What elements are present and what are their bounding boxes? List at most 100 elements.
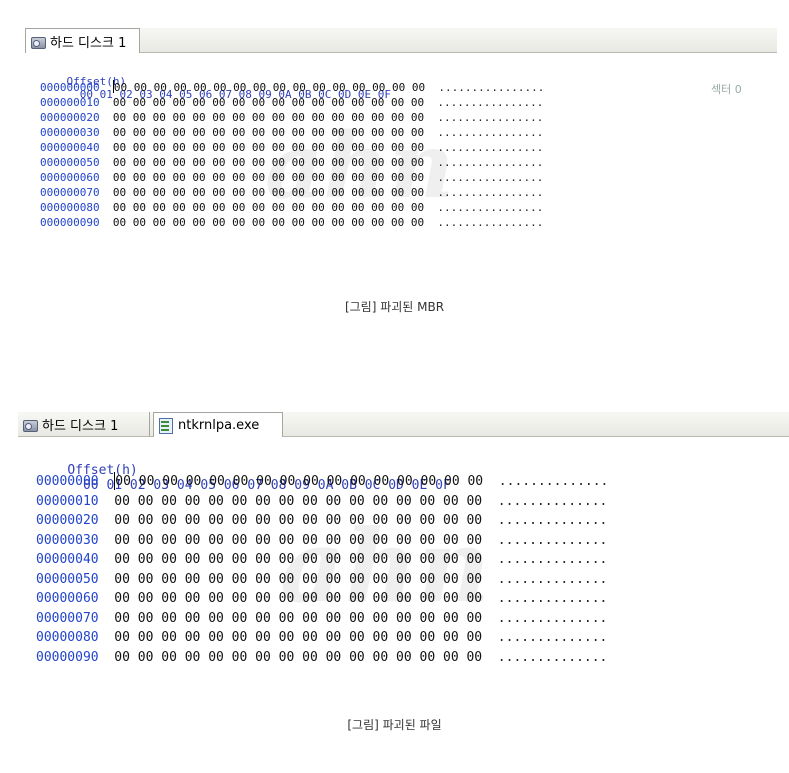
row-ascii[interactable]: .............. [497,649,608,665]
hex-row[interactable]: 000000070 00 00 00 00 00 00 00 00 00 00 … [40,185,543,200]
row-offset: 000000060 [40,171,100,184]
hex-row[interactable]: 000000020 00 00 00 00 00 00 00 00 00 00 … [40,110,543,125]
row-hex-bytes[interactable]: 00 00 00 00 00 00 00 00 00 00 00 00 00 0… [114,513,483,528]
row-ascii[interactable]: .............. [497,552,608,567]
hex-row[interactable]: 00000020 00 00 00 00 00 00 00 00 00 00 0… [36,511,607,531]
row-hex-bytes[interactable]: 00 00 00 00 00 00 00 00 00 00 00 00 00 0… [114,493,483,509]
row-hex-bytes[interactable]: 00 00 00 00 00 00 00 00 00 00 00 00 00 0… [113,81,426,94]
row-offset: 00000070 [36,610,99,626]
row-hex-bytes[interactable]: 00 00 00 00 00 00 00 00 00 00 00 00 00 0… [112,96,425,109]
tab-bar: 하드 디스크 1 [25,28,777,53]
row-offset: 00000000 [36,474,99,489]
row-ascii[interactable]: ................ [437,126,544,139]
row-ascii[interactable]: .............. [497,493,608,509]
row-offset: 00000030 [36,532,99,548]
tab-label: 하드 디스크 1 [42,418,119,434]
row-hex-bytes[interactable]: 00 00 00 00 00 00 00 00 00 00 00 00 00 0… [112,156,425,169]
row-hex-bytes[interactable]: 00 00 00 00 00 00 00 00 00 00 00 00 00 0… [114,610,483,626]
text-cursor [112,80,114,93]
row-offset: 00000020 [36,513,99,528]
hex-column-header: Offset(h) 00 01 02 03 04 05 06 07 08 09 … [36,448,451,508]
row-offset: 00000060 [36,591,99,606]
row-offset: 000000070 [40,186,100,199]
offset-header: Offset(h) [66,75,127,88]
row-ascii[interactable]: ................ [438,81,545,94]
row-hex-bytes[interactable]: 00 00 00 00 00 00 00 00 00 00 00 00 00 0… [114,552,483,567]
hex-row[interactable]: 000000000 00 00 00 00 00 00 00 00 00 00 … [40,80,544,95]
row-ascii[interactable]: .............. [497,630,608,645]
row-hex-bytes[interactable]: 00 00 00 00 00 00 00 00 00 00 00 00 00 0… [114,532,483,548]
row-hex-bytes[interactable]: 00 00 00 00 00 00 00 00 00 00 00 00 00 0… [112,141,425,154]
tab-label: ntkrnlpa.exe [178,417,260,433]
hex-row[interactable]: 000000090 00 00 00 00 00 00 00 00 00 00 … [40,215,543,230]
row-offset: 000000050 [40,156,100,169]
column-labels: 00 01 02 03 04 05 06 07 08 09 0A 0B 0C 0… [67,478,451,493]
tab-ntkrnlpa-exe[interactable]: ntkrnlpa.exe [153,412,283,437]
hex-row[interactable]: 00000050 00 00 00 00 00 00 00 00 00 00 0… [36,570,607,590]
row-ascii[interactable]: .............. [497,610,608,626]
row-offset: 000000080 [40,201,100,214]
row-hex-bytes[interactable]: 00 00 00 00 00 00 00 00 00 00 00 00 00 0… [112,126,425,139]
row-ascii[interactable]: ................ [437,96,544,109]
text-cursor [114,472,116,490]
row-ascii[interactable]: ................ [437,201,544,214]
row-ascii[interactable]: .............. [497,571,608,587]
tab-hard-disk-1[interactable]: 하드 디스크 1 [25,28,140,53]
tab-label: 하드 디스크 1 [50,35,127,51]
hex-column-header: Offset(h) 00 01 02 03 04 05 06 07 08 09 … [40,62,392,114]
row-ascii[interactable]: .............. [497,532,608,548]
hard-disk-icon [22,417,38,432]
row-ascii[interactable]: ................ [437,111,544,124]
hex-editor-panel-file: 하드 디스크 1 ntkrnlpa.exe ahn Offset(h) 00 0… [18,412,789,674]
row-ascii[interactable]: .............. [498,474,609,489]
row-hex-bytes[interactable]: 00 00 00 00 00 00 00 00 00 00 00 00 00 0… [112,186,425,199]
row-offset: 00000080 [36,630,99,645]
row-hex-bytes[interactable]: 00 00 00 00 00 00 00 00 00 00 00 00 00 0… [112,111,425,124]
row-offset: 000000000 [40,81,100,94]
hex-row[interactable]: 00000000 00 00 00 00 00 00 00 00 00 00 0… [36,472,608,492]
caption-mbr: [그림] 파괴된 MBR [344,300,445,314]
hex-row[interactable]: 00000060 00 00 00 00 00 00 00 00 00 00 0… [36,589,607,609]
sector-indicator: 섹터 0 [711,83,742,96]
hex-row[interactable]: 000000080 00 00 00 00 00 00 00 00 00 00 … [40,200,543,215]
row-hex-bytes[interactable]: 00 00 00 00 00 00 00 00 00 00 00 00 00 0… [112,201,425,214]
hex-editor-panel-mbr: 하드 디스크 1 ahn Offset(h) 00 01 02 03 04 05… [25,28,777,246]
row-offset: 00000090 [36,649,99,665]
row-hex-bytes[interactable]: 00 00 00 00 00 00 00 00 00 00 00 00 00 0… [112,216,425,229]
row-ascii[interactable]: ................ [437,216,544,229]
row-hex-bytes[interactable]: 00 00 00 00 00 00 00 00 00 00 00 00 00 0… [115,474,484,489]
row-ascii[interactable]: .............. [497,513,608,528]
offset-header: Offset(h) [67,463,138,478]
hex-row[interactable]: 000000030 00 00 00 00 00 00 00 00 00 00 … [40,125,543,140]
row-hex-bytes[interactable]: 00 00 00 00 00 00 00 00 00 00 00 00 00 0… [114,571,483,587]
caption-file: [그림] 파괴된 파일 [347,718,442,732]
row-offset: 00000040 [36,552,99,567]
row-hex-bytes[interactable]: 00 00 00 00 00 00 00 00 00 00 00 00 00 0… [114,630,483,645]
hex-row[interactable]: 00000030 00 00 00 00 00 00 00 00 00 00 0… [36,531,607,551]
hex-row[interactable]: 00000010 00 00 00 00 00 00 00 00 00 00 0… [36,492,607,512]
column-labels: 00 01 02 03 04 05 06 07 08 09 0A 0B 0C 0… [66,88,392,101]
hex-row[interactable]: 00000040 00 00 00 00 00 00 00 00 00 00 0… [36,550,607,570]
row-ascii[interactable]: .............. [497,591,608,606]
hex-row[interactable]: 000000010 00 00 00 00 00 00 00 00 00 00 … [40,95,543,110]
row-offset: 000000030 [40,126,100,139]
row-offset: 000000090 [40,216,100,229]
hex-row[interactable]: 00000070 00 00 00 00 00 00 00 00 00 00 0… [36,609,607,629]
row-ascii[interactable]: ................ [437,186,544,199]
row-hex-bytes[interactable]: 00 00 00 00 00 00 00 00 00 00 00 00 00 0… [112,171,425,184]
row-ascii[interactable]: ................ [437,156,544,169]
row-hex-bytes[interactable]: 00 00 00 00 00 00 00 00 00 00 00 00 00 0… [114,649,483,665]
hex-row[interactable]: 00000090 00 00 00 00 00 00 00 00 00 00 0… [36,648,607,668]
tab-hard-disk-1[interactable]: 하드 디스크 1 [18,412,150,436]
row-hex-bytes[interactable]: 00 00 00 00 00 00 00 00 00 00 00 00 00 0… [114,591,483,606]
hex-row[interactable]: 000000040 00 00 00 00 00 00 00 00 00 00 … [40,140,543,155]
hard-disk-icon [30,34,46,49]
row-offset: 000000010 [40,96,100,109]
hex-row[interactable]: 000000060 00 00 00 00 00 00 00 00 00 00 … [40,170,543,185]
row-offset: 00000010 [36,493,99,509]
row-ascii[interactable]: ................ [437,141,544,154]
hex-row[interactable]: 000000050 00 00 00 00 00 00 00 00 00 00 … [40,155,543,170]
row-ascii[interactable]: ................ [437,171,544,184]
tab-bar: 하드 디스크 1 ntkrnlpa.exe [18,412,789,437]
hex-row[interactable]: 00000080 00 00 00 00 00 00 00 00 00 00 0… [36,628,607,648]
